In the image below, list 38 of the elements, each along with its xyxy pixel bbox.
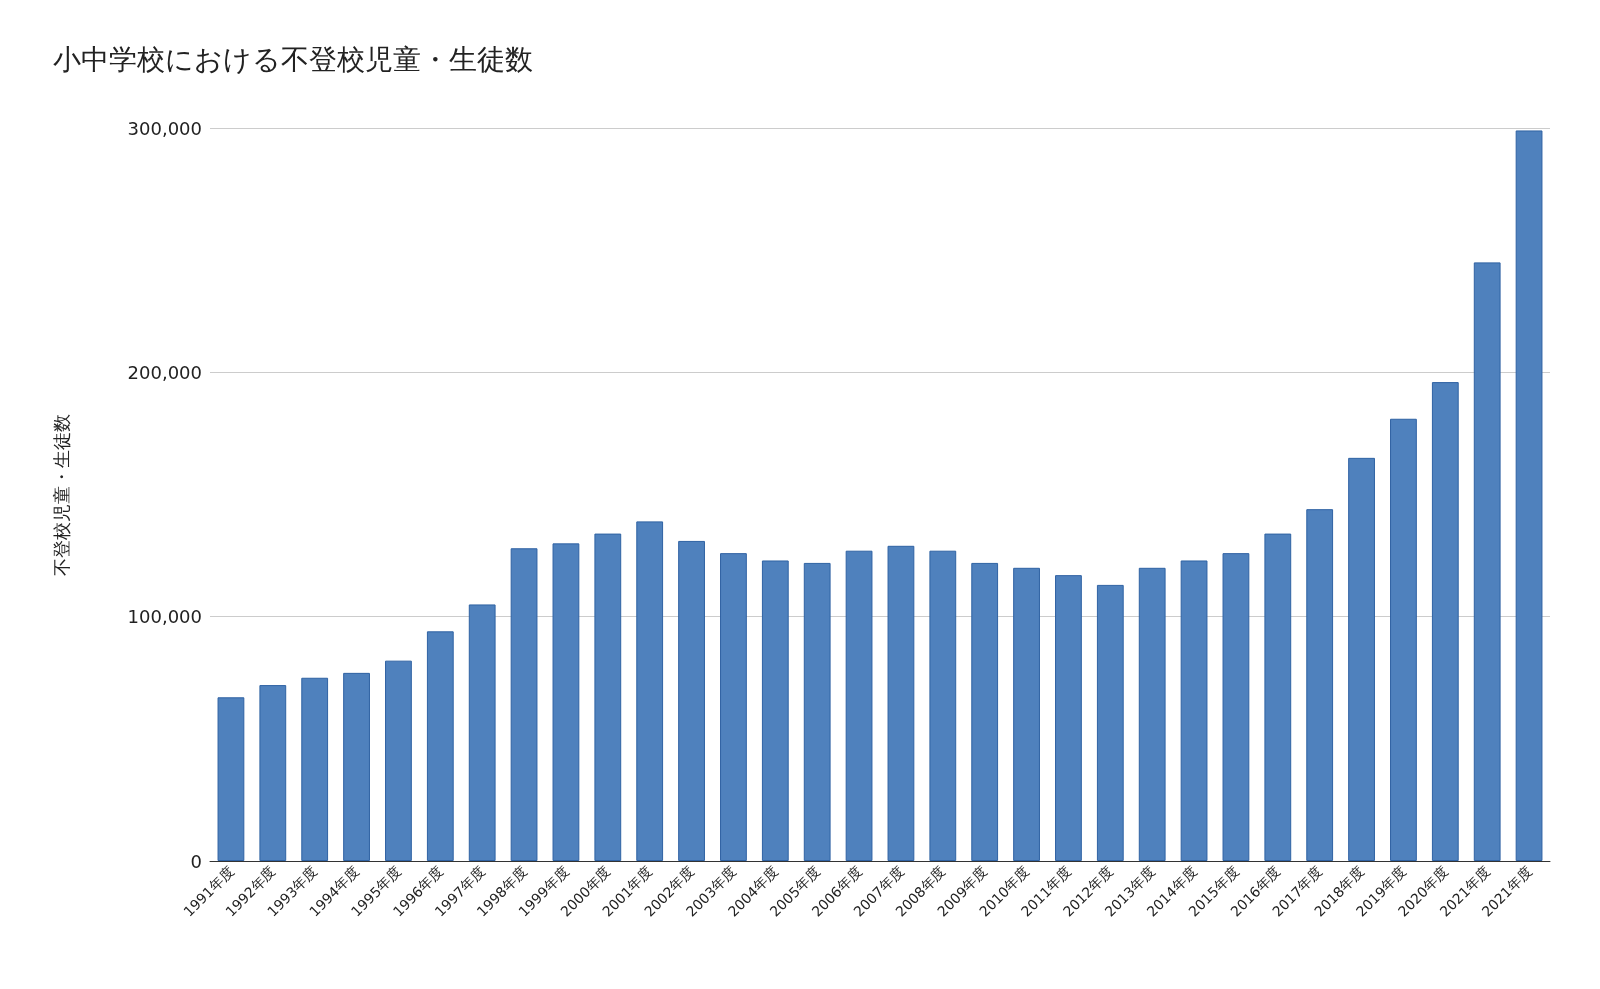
bar <box>1431 382 1459 861</box>
bar <box>1138 567 1166 861</box>
bar <box>803 562 831 861</box>
y-tick-label: 300,000 <box>127 117 202 139</box>
bar <box>259 685 287 861</box>
bar <box>594 533 622 861</box>
bar <box>385 660 412 861</box>
y-tick-label: 0 <box>190 850 202 872</box>
bar <box>971 562 999 861</box>
bar <box>1055 575 1082 861</box>
bar <box>678 540 705 861</box>
bar <box>301 677 329 861</box>
bar <box>929 550 957 861</box>
y-tick-label: 200,000 <box>127 361 202 383</box>
bar <box>510 548 538 861</box>
bar <box>1473 262 1501 861</box>
bar <box>343 672 370 861</box>
bar <box>1096 584 1124 861</box>
bar <box>887 545 915 861</box>
bar <box>426 631 454 861</box>
bar <box>1180 560 1208 861</box>
chart-title: 小中学校における不登校児童・生徒数 <box>53 42 533 76</box>
bar <box>1222 553 1250 861</box>
bar <box>720 553 747 861</box>
bar <box>468 604 496 861</box>
y-axis-title: 不登校児童・生徒数 <box>50 413 72 576</box>
bar <box>1348 457 1375 861</box>
bar <box>217 697 245 861</box>
bar <box>1390 418 1417 861</box>
bar <box>636 521 664 861</box>
y-tick-label: 100,000 <box>127 606 202 628</box>
bar <box>552 543 580 861</box>
bar <box>1013 567 1040 861</box>
bar <box>1264 533 1292 861</box>
bar <box>1306 509 1334 861</box>
bar <box>845 550 873 861</box>
bar <box>761 560 789 861</box>
bar <box>1515 130 1543 861</box>
